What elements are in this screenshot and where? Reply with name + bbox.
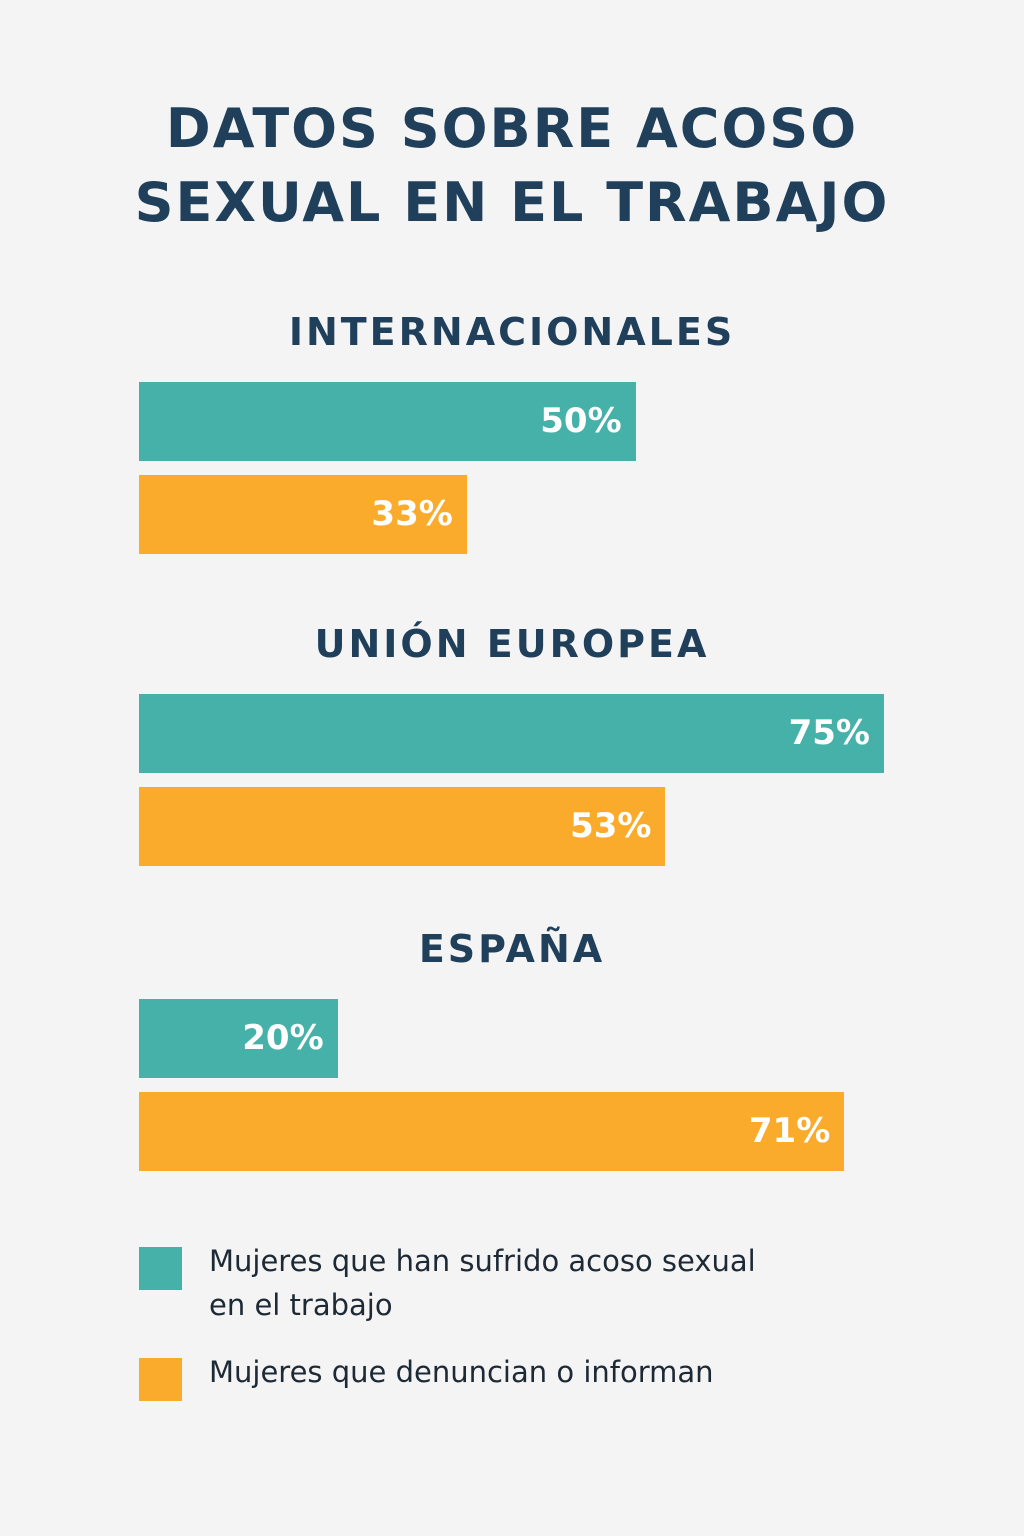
group-heading: INTERNACIONALES — [288, 310, 736, 354]
value-label: 50% — [540, 401, 622, 441]
legend-swatch — [139, 1247, 182, 1290]
bar: 53% — [139, 787, 666, 866]
bar: 71% — [139, 1092, 845, 1171]
bar: 75% — [139, 694, 884, 773]
legend-label: Mujeres que denuncian o informan — [209, 1355, 714, 1389]
bar: 50% — [139, 382, 636, 461]
bar: 33% — [139, 475, 467, 554]
chart-title: DATOS SOBRE ACOSO SEXUAL EN EL TRABAJO — [134, 97, 890, 234]
legend-swatch — [139, 1358, 182, 1401]
value-label: 33% — [371, 494, 453, 534]
value-label: 20% — [242, 1018, 324, 1058]
group-heading: ESPAÑA — [418, 927, 606, 971]
value-label: 75% — [788, 713, 870, 753]
value-label: 71% — [748, 1111, 831, 1151]
group-heading: UNIÓN EUROPEA — [314, 622, 710, 666]
bar: 20% — [139, 999, 338, 1078]
value-label: 53% — [570, 806, 652, 846]
legend-label: Mujeres que han sufrido acoso sexual en … — [209, 1244, 756, 1322]
